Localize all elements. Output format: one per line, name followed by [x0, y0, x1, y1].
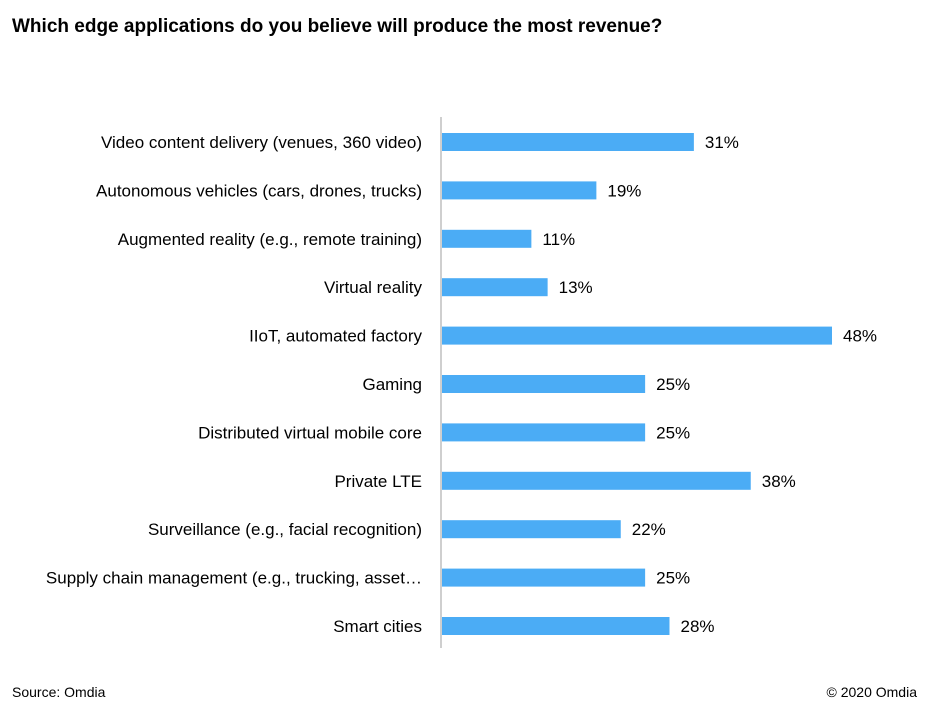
- category-labels: Video content delivery (venues, 360 vide…: [46, 133, 423, 636]
- category-label: Private LTE: [334, 472, 422, 491]
- value-label: 19%: [607, 181, 641, 200]
- bar: [442, 181, 597, 200]
- value-label: 22%: [632, 520, 666, 539]
- category-label: Video content delivery (venues, 360 vide…: [101, 133, 422, 152]
- category-label: Distributed virtual mobile core: [198, 423, 422, 442]
- bar: [442, 568, 646, 587]
- bar: [442, 326, 832, 345]
- source-note: Source: Omdia: [12, 684, 106, 700]
- bar: [442, 520, 621, 539]
- category-label: Smart cities: [333, 617, 422, 636]
- bars: [442, 133, 832, 635]
- value-label: 13%: [559, 278, 593, 297]
- category-label: Surveillance (e.g., facial recognition): [148, 520, 422, 539]
- category-label: IIoT, automated factory: [249, 327, 422, 346]
- bar: [442, 471, 751, 490]
- value-label: 25%: [656, 423, 690, 442]
- value-label: 28%: [681, 617, 715, 636]
- bar: [442, 229, 532, 248]
- category-label: Supply chain management (e.g., trucking,…: [46, 569, 422, 588]
- bar: [442, 375, 646, 393]
- value-label: 11%: [542, 230, 575, 249]
- value-labels: 31% 19% 11% 13% 48% 25% 25% 38% 22% 25% 28%: [542, 133, 877, 636]
- bar: [442, 617, 670, 635]
- value-label: 31%: [705, 133, 739, 152]
- value-label: 48%: [843, 327, 877, 346]
- value-label: 25%: [656, 569, 690, 588]
- category-label: Autonomous vehicles (cars, drones, truck…: [96, 181, 422, 200]
- value-label: 25%: [656, 375, 690, 394]
- value-label: 38%: [762, 472, 796, 491]
- bar: [442, 133, 694, 151]
- copyright-note: © 2020 Omdia: [826, 684, 917, 700]
- bar: [442, 278, 548, 297]
- category-label: Virtual reality: [324, 278, 422, 297]
- category-label: Gaming: [362, 375, 422, 394]
- bar: [442, 423, 646, 442]
- category-label: Augmented reality (e.g., remote training…: [118, 230, 422, 249]
- chart-title: Which edge applications do you believe w…: [12, 16, 663, 37]
